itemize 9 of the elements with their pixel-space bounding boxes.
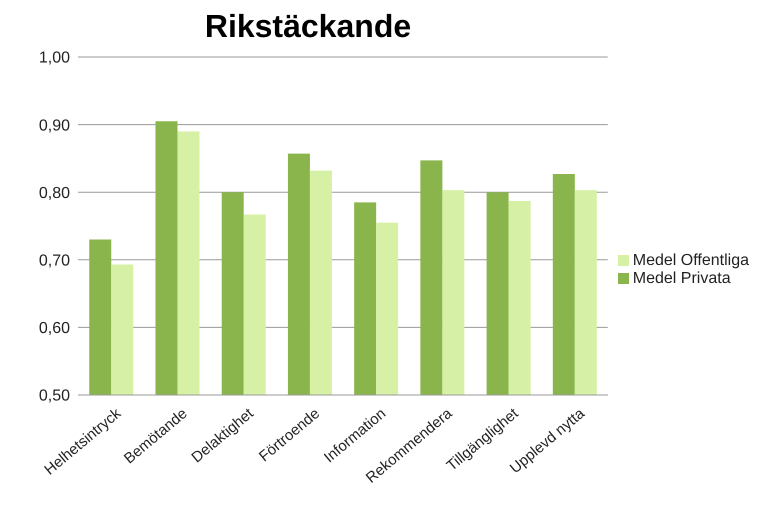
chart-title: Rikstäckande <box>204 8 412 45</box>
legend-label: Medel Offentliga <box>632 252 749 269</box>
y-tick-label: 0,60 <box>38 320 70 338</box>
legend-label: Medel Privata <box>632 270 731 287</box>
y-tick-label: 0,70 <box>38 252 70 270</box>
y-tick-label: 0,50 <box>38 388 70 405</box>
y-tick-label: 0,90 <box>38 117 70 134</box>
y-tick-label: 0,80 <box>38 184 70 202</box>
y-tick-label: 1,00 <box>38 50 70 67</box>
